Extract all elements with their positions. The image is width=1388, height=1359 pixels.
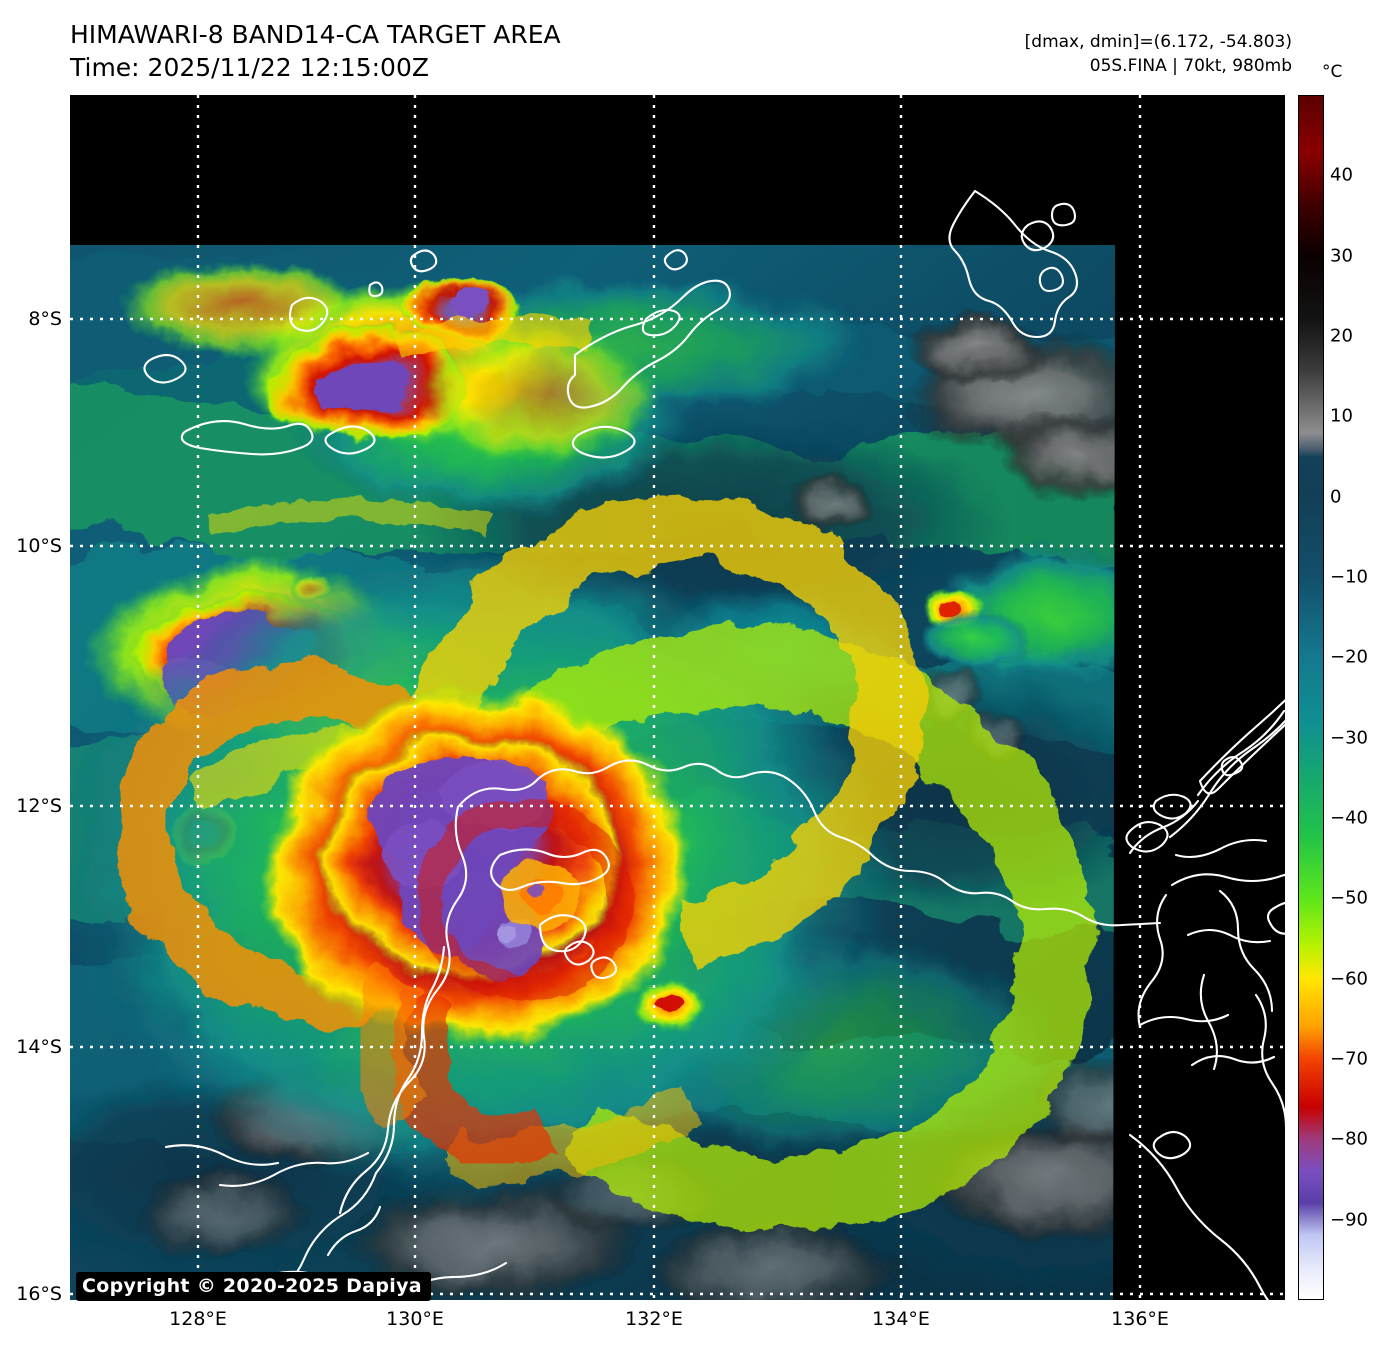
- colorbar-tick-label: 30: [1330, 245, 1353, 267]
- timestamp-label: Time: 2025/11/22 12:15:00Z: [70, 53, 429, 82]
- header-meta-block: [dmax, dmin]=(6.172, -54.803) 05S.FINA |…: [1025, 30, 1292, 78]
- colorbar-tick-label: −70: [1330, 1048, 1368, 1070]
- colorbar-tick-label: 0: [1330, 486, 1342, 508]
- cyclone-eye: [500, 860, 580, 930]
- header-title-block: HIMAWARI-8 BAND14-CA TARGET AREA Time: 2…: [70, 18, 561, 84]
- page-title: HIMAWARI-8 BAND14-CA TARGET AREA: [70, 20, 561, 49]
- lat-tick-label: 14°S: [16, 1035, 62, 1058]
- colorbar-unit-label: °C: [1322, 62, 1343, 82]
- satellite-image-plot[interactable]: [70, 95, 1285, 1300]
- lon-tick-label: 134°E: [872, 1308, 930, 1330]
- lon-tick-label: 132°E: [625, 1308, 683, 1330]
- data-minmax-label: [dmax, dmin]=(6.172, -54.803): [1024, 32, 1292, 52]
- colorbar-tick-label: −10: [1330, 566, 1368, 588]
- storm-info-label: 05S.FINA | 70kt, 980mb: [1089, 56, 1292, 76]
- colorbar-tick-label: 20: [1330, 325, 1353, 347]
- lat-tick-label: 12°S: [16, 794, 62, 817]
- lat-tick-label: 8°S: [28, 308, 62, 330]
- lon-tick-label: 128°E: [169, 1308, 227, 1330]
- colorbar-tick-label: −50: [1330, 887, 1368, 909]
- lon-tick-label: 136°E: [1111, 1308, 1169, 1330]
- colorbar-tick-label: 40: [1330, 164, 1353, 186]
- lon-tick-label: 130°E: [386, 1308, 444, 1330]
- colorbar-tick-label: −90: [1330, 1209, 1368, 1231]
- colorbar-tick-label: 10: [1330, 405, 1353, 427]
- copyright-label: Copyright © 2020-2025 Dapiya: [76, 1272, 431, 1301]
- ir-satellite-canvas: [70, 95, 1285, 1300]
- colorbar-tick-label: −60: [1330, 968, 1368, 990]
- colorbar-tick-label: −40: [1330, 807, 1368, 829]
- ir-data-swath: [70, 243, 1115, 1300]
- colorbar-tick-label: −80: [1330, 1128, 1368, 1150]
- colorbar-tick-label: −30: [1330, 727, 1368, 749]
- colorbar-gradient: [1299, 96, 1323, 1299]
- lat-tick-label: 10°S: [16, 535, 62, 558]
- lat-tick-label: 16°S: [16, 1282, 62, 1305]
- temperature-colorbar[interactable]: [1298, 95, 1324, 1300]
- colorbar-tick-label: −20: [1330, 646, 1368, 668]
